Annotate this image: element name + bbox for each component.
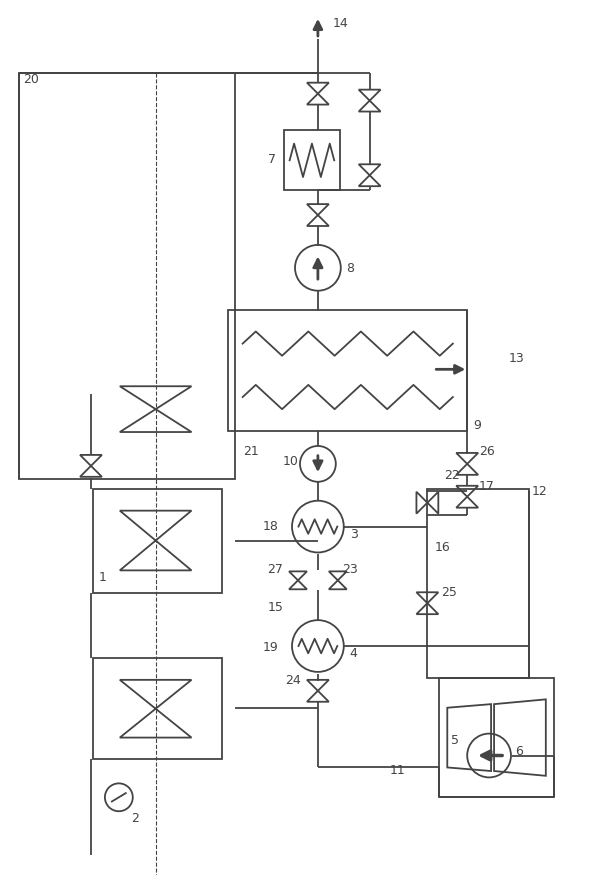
Text: 8: 8 [346,262,354,275]
Text: 20: 20 [23,73,39,86]
Text: 21: 21 [243,445,259,458]
Text: 7: 7 [268,153,276,166]
Text: 13: 13 [509,352,525,365]
Bar [284,132,340,191]
Text: 18: 18 [263,519,279,532]
Bar [427,489,529,678]
Text: 11: 11 [389,763,405,776]
Text: 25: 25 [441,585,457,598]
Text: 15: 15 [268,600,284,613]
Bar [20,74,235,479]
Bar [93,659,222,759]
Bar [228,310,467,431]
Text: 23: 23 [342,562,358,575]
Text: 26: 26 [479,445,495,458]
Text: 12: 12 [532,485,548,497]
Text: 19: 19 [263,640,279,652]
Text: 24: 24 [285,674,301,687]
Bar [439,678,554,797]
Text: 3: 3 [350,527,358,540]
Text: 6: 6 [515,745,523,757]
Text: 5: 5 [452,733,459,746]
Bar [93,489,222,594]
Text: 10: 10 [283,455,299,467]
Text: 9: 9 [473,418,481,431]
Text: 2: 2 [131,810,139,824]
Text: 17: 17 [479,480,495,493]
Text: 22: 22 [444,469,460,481]
Text: 1: 1 [99,570,107,583]
Text: 14: 14 [333,18,349,31]
Text: 27: 27 [267,562,283,575]
Text: 16: 16 [434,540,450,553]
Text: 4: 4 [350,646,358,660]
